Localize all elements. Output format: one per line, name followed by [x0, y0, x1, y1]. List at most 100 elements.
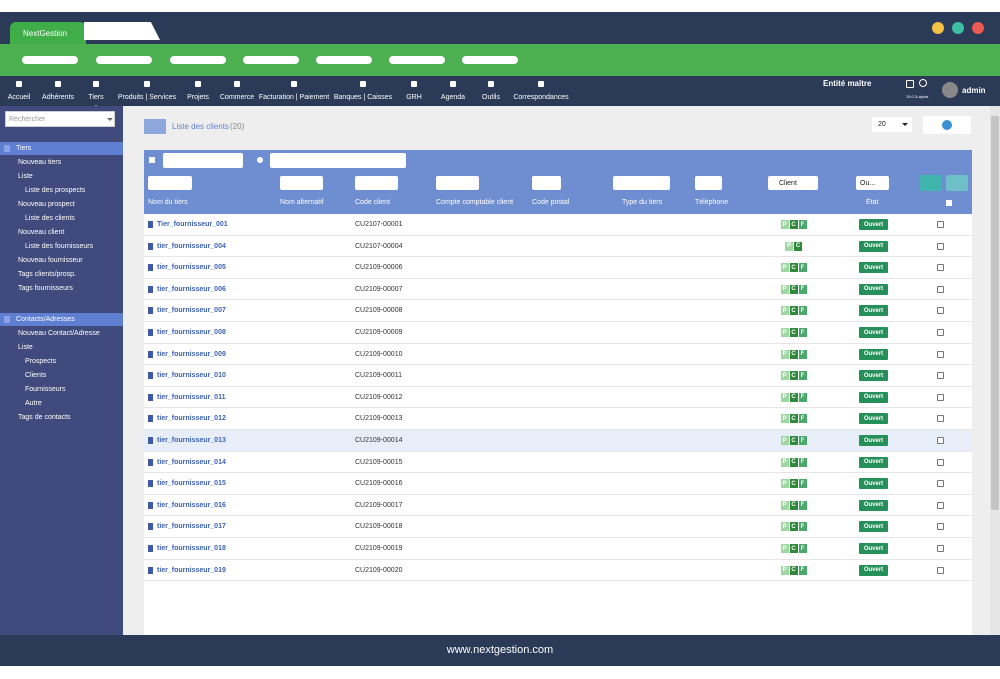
nav-item[interactable]: Facturation | Paiement — [258, 94, 330, 101]
row-checkbox[interactable] — [937, 523, 944, 531]
row-checkbox[interactable] — [937, 566, 944, 574]
row-checkbox[interactable] — [937, 393, 944, 401]
nav-item[interactable]: Adhérents — [42, 94, 74, 101]
tier-name[interactable]: tier_fournisseur_006 — [157, 285, 226, 293]
filter-input[interactable] — [148, 176, 192, 190]
filter-input[interactable] — [355, 176, 398, 190]
tag-badge: P — [780, 284, 789, 294]
row-checkbox[interactable] — [937, 350, 944, 358]
row-checkbox[interactable] — [937, 307, 944, 315]
tab[interactable]: NextGestion — [10, 22, 86, 44]
menu-item[interactable]: Nouveau tiers — [18, 159, 62, 166]
tier-name[interactable]: tier_fournisseur_011 — [157, 393, 226, 401]
tier-name[interactable]: tier_fournisseur_013 — [157, 437, 226, 444]
entity[interactable]: Entité maître — [823, 79, 872, 88]
scroll-thumb[interactable] — [991, 116, 999, 510]
filter-input[interactable] — [280, 176, 323, 190]
menu-subitem[interactable]: Liste des fournisseurs — [25, 243, 94, 250]
tier-icon — [148, 393, 153, 401]
window-button[interactable] — [952, 22, 964, 34]
filter-input[interactable] — [436, 176, 479, 190]
contact-filter[interactable] — [270, 153, 406, 168]
nav-item[interactable]: Outils — [482, 94, 500, 101]
nav-item[interactable]: Banques | Caisses — [333, 94, 393, 101]
row-checkbox[interactable] — [937, 545, 944, 552]
menu-item[interactable]: Liste — [18, 344, 33, 351]
window-bar — [0, 12, 1000, 44]
window-button[interactable] — [932, 22, 944, 34]
row-checkbox[interactable] — [937, 372, 944, 380]
tier-name[interactable]: tier_fournisseur_005 — [157, 264, 226, 272]
search-button[interactable] — [920, 175, 942, 191]
tier-name[interactable]: tier_fournisseur_012 — [157, 415, 226, 423]
tier-name[interactable]: tier_fournisseur_015 — [157, 480, 226, 488]
menu-subitem[interactable]: Prospects — [25, 358, 57, 365]
row-checkbox[interactable] — [937, 480, 944, 488]
menu-item[interactable]: Liste — [18, 173, 33, 180]
nav-item[interactable]: Agenda — [440, 94, 466, 101]
row-checkbox[interactable] — [937, 285, 944, 293]
menu-subitem[interactable]: Autre — [25, 400, 42, 407]
tier-name[interactable]: Tier_fournisseur_001 — [157, 221, 228, 228]
row-checkbox[interactable] — [937, 458, 944, 466]
tier-name[interactable]: tier_fournisseur_010 — [157, 372, 226, 380]
tier-name[interactable]: tier_fournisseur_007 — [157, 307, 226, 315]
tag-badge: P — [780, 263, 789, 273]
row-checkbox[interactable] — [937, 221, 944, 228]
tier-name[interactable]: tier_fournisseur_004 — [157, 242, 226, 250]
window-button[interactable] — [972, 22, 984, 34]
nav-item[interactable]: Tiers — [88, 94, 104, 101]
menu-item[interactable]: Tags de contacts — [18, 414, 71, 421]
sidebar-section[interactable]: Contacts/Adresses — [0, 313, 123, 326]
add-button[interactable] — [923, 116, 971, 134]
tag-filter[interactable] — [163, 153, 243, 168]
nav-item[interactable]: Correspondances — [513, 94, 569, 101]
row-checkbox[interactable] — [937, 437, 944, 444]
tier-name[interactable]: tier_fournisseur_017 — [157, 523, 226, 531]
tier-name[interactable]: tier_fournisseur_008 — [157, 329, 226, 336]
filter-input[interactable] — [613, 176, 670, 190]
menu-item[interactable]: Nouveau Contact/Adresse — [18, 330, 100, 337]
menu-item[interactable]: Nouveau prospect — [18, 201, 75, 208]
type-filter[interactable]: Client — [768, 176, 818, 190]
nav-item[interactable]: Accueil — [7, 94, 31, 101]
nav-item[interactable]: Projets — [187, 94, 209, 101]
menu-subitem[interactable]: Fournisseurs — [25, 386, 66, 393]
tier-name[interactable]: tier_fournisseur_009 — [157, 350, 226, 358]
column-header[interactable]: Nom du tiers — [148, 199, 188, 206]
clear-button[interactable] — [946, 175, 968, 191]
row-checkbox[interactable] — [937, 264, 944, 272]
state-filter[interactable]: Ou... — [856, 176, 889, 190]
status-badge: Ouvert — [859, 435, 888, 446]
nav-item[interactable]: Commerce — [219, 94, 255, 101]
filter-input[interactable] — [532, 176, 561, 190]
tier-name[interactable]: tier_fournisseur_018 — [157, 545, 226, 552]
nav-item[interactable]: GRH — [406, 94, 422, 101]
menu-subitem[interactable]: Liste des clients — [25, 215, 75, 222]
menu-item[interactable]: Nouveau client — [18, 229, 65, 236]
menu-subitem[interactable]: Clients — [25, 372, 47, 379]
tier-name[interactable]: tier_fournisseur_016 — [157, 501, 226, 509]
menu-item[interactable]: Nouveau fournisseur — [18, 257, 83, 264]
search-input[interactable]: Rechercher — [5, 111, 115, 127]
tier-name[interactable]: tier_fournisseur_019 — [157, 566, 226, 574]
menu-item[interactable]: Tags clients/prosp. — [18, 271, 76, 278]
page-size-select[interactable]: 20 — [872, 117, 912, 132]
menu-subitem[interactable]: Liste des prospects — [25, 187, 86, 194]
user[interactable]: admin — [962, 86, 986, 95]
select-all[interactable] — [946, 200, 952, 206]
status: Ouvert — [863, 459, 884, 466]
menu-item[interactable]: Tags fournisseurs — [18, 285, 73, 292]
row-checkbox[interactable] — [937, 329, 944, 336]
row-checkbox[interactable] — [937, 415, 944, 423]
nav-item[interactable]: Produits | Services — [117, 94, 177, 101]
tier-icon — [148, 480, 153, 488]
tier-name[interactable]: tier_fournisseur_014 — [157, 458, 226, 466]
status: Ouvert — [863, 523, 884, 530]
nav-icon — [195, 81, 201, 87]
row-checkbox[interactable] — [937, 501, 944, 509]
filter-input[interactable] — [695, 176, 722, 190]
row-checkbox[interactable] — [937, 242, 944, 250]
status-badge: Ouvert — [859, 499, 888, 511]
sidebar-section[interactable]: Tiers — [0, 142, 123, 155]
